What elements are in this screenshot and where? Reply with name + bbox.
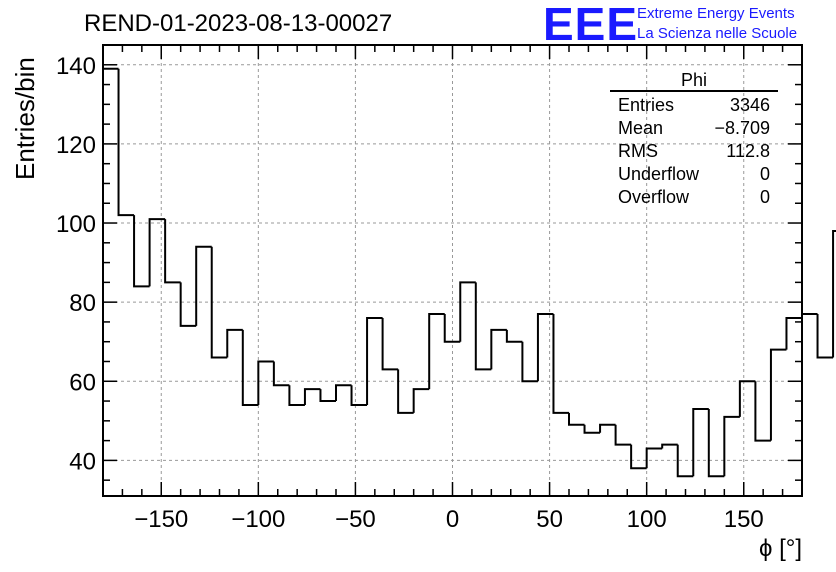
histogram-bin: [614, 424, 632, 446]
histogram-bin: [366, 316, 383, 406]
stats-value: 0: [759, 187, 770, 207]
histogram-bin: [769, 348, 787, 441]
x-tick-label: 100: [627, 506, 667, 533]
y-axis-label: Entries/bin: [10, 57, 40, 180]
histogram-bin: [785, 316, 802, 350]
y-tick-label: 60: [69, 369, 96, 396]
histogram-bin: [428, 313, 445, 390]
histogram-bin: [801, 313, 818, 318]
y-tick-label: 100: [56, 211, 96, 238]
y-tick-label: 40: [69, 448, 96, 475]
histogram-bin: [397, 369, 414, 414]
histogram-bin: [257, 360, 274, 406]
stats-value: 3346: [729, 95, 770, 115]
stats-label: Underflow: [618, 164, 700, 184]
histogram-bin: [474, 282, 492, 371]
stats-row-underflow: Underflow 0: [610, 163, 778, 186]
histogram-bin: [676, 444, 694, 478]
histogram-bin: [723, 415, 740, 477]
histogram-bin: [241, 329, 259, 407]
histogram-bin: [288, 385, 305, 407]
histogram-bin: [303, 388, 321, 406]
histogram-bin: [630, 444, 647, 470]
histogram-bin: [583, 424, 601, 434]
stats-label: RMS: [618, 141, 658, 161]
histogram-bin: [490, 328, 507, 370]
histogram-bin: [133, 215, 150, 288]
stats-label: Entries: [618, 95, 675, 115]
x-tick-label: 150: [724, 506, 764, 533]
histogram-bin: [568, 412, 585, 426]
histogram-bin: [164, 219, 181, 284]
y-tick-label: 140: [56, 53, 96, 80]
histogram-bin: [552, 314, 569, 414]
stats-row-entries: Entries 3346: [610, 94, 778, 117]
histogram-bin: [319, 389, 336, 403]
histogram-bin: [521, 341, 538, 383]
histogram-bin: [272, 361, 290, 387]
org-line-1: Extreme Energy Events: [637, 5, 795, 22]
x-tick-label: 0: [446, 506, 459, 533]
histogram-bin: [738, 380, 756, 417]
histogram-bin: [335, 384, 352, 402]
histogram-bin: [459, 281, 476, 342]
stats-label: Overflow: [618, 187, 690, 207]
stats-title: Phi: [610, 70, 778, 92]
histogram-bin: [381, 317, 399, 371]
histogram-bin: [816, 314, 834, 359]
histogram-bin: [707, 408, 725, 478]
x-tick-label: −50: [335, 506, 376, 533]
eee-logo: EEE: [543, 0, 639, 50]
x-tick-label: −150: [134, 506, 188, 533]
histogram-bin: [692, 407, 709, 477]
histogram-bin: [412, 388, 430, 413]
histogram-bin: [350, 385, 368, 407]
stats-box: Phi Entries 3346 Mean −8.709 RMS 112.8 Unde…: [610, 70, 778, 209]
y-tick-label: 80: [69, 290, 96, 317]
histogram-bin: [226, 328, 243, 358]
histogram-bin: [599, 423, 616, 433]
stats-label: Mean: [618, 118, 664, 138]
stats-row-mean: Mean −8.709: [610, 117, 778, 140]
stats-value: 112.8: [726, 141, 770, 161]
histogram-bin: [645, 447, 663, 469]
histogram-bin: [443, 314, 461, 343]
histogram-bin: [754, 381, 771, 442]
histogram-bin: [832, 229, 836, 358]
stats-row-rms: RMS 112.8: [610, 140, 778, 163]
organization-name: Extreme Energy Events La Scienza nelle S…: [637, 4, 797, 44]
stats-value: 0: [759, 164, 770, 184]
histogram-bin: [148, 218, 166, 287]
x-tick-label: 50: [536, 506, 563, 533]
x-axis-label: ϕ [°]: [758, 535, 802, 562]
histogram-bin: [505, 329, 523, 343]
y-tick-label: 120: [56, 132, 96, 159]
histogram-bin: [117, 68, 135, 217]
run-title: REND-01-2023-08-13-00027: [84, 10, 393, 37]
stats-row-overflow: Overflow 0: [610, 186, 778, 209]
stats-value: −8.709: [714, 118, 770, 138]
histogram-bin: [661, 443, 678, 449]
histogram-bin: [210, 246, 228, 359]
x-tick-label: −100: [231, 506, 285, 533]
org-line-2: La Scienza nelle Scuole: [637, 25, 798, 42]
histogram-bin: [195, 245, 212, 326]
histogram-bin: [179, 282, 197, 327]
histogram-bin: [536, 313, 554, 382]
